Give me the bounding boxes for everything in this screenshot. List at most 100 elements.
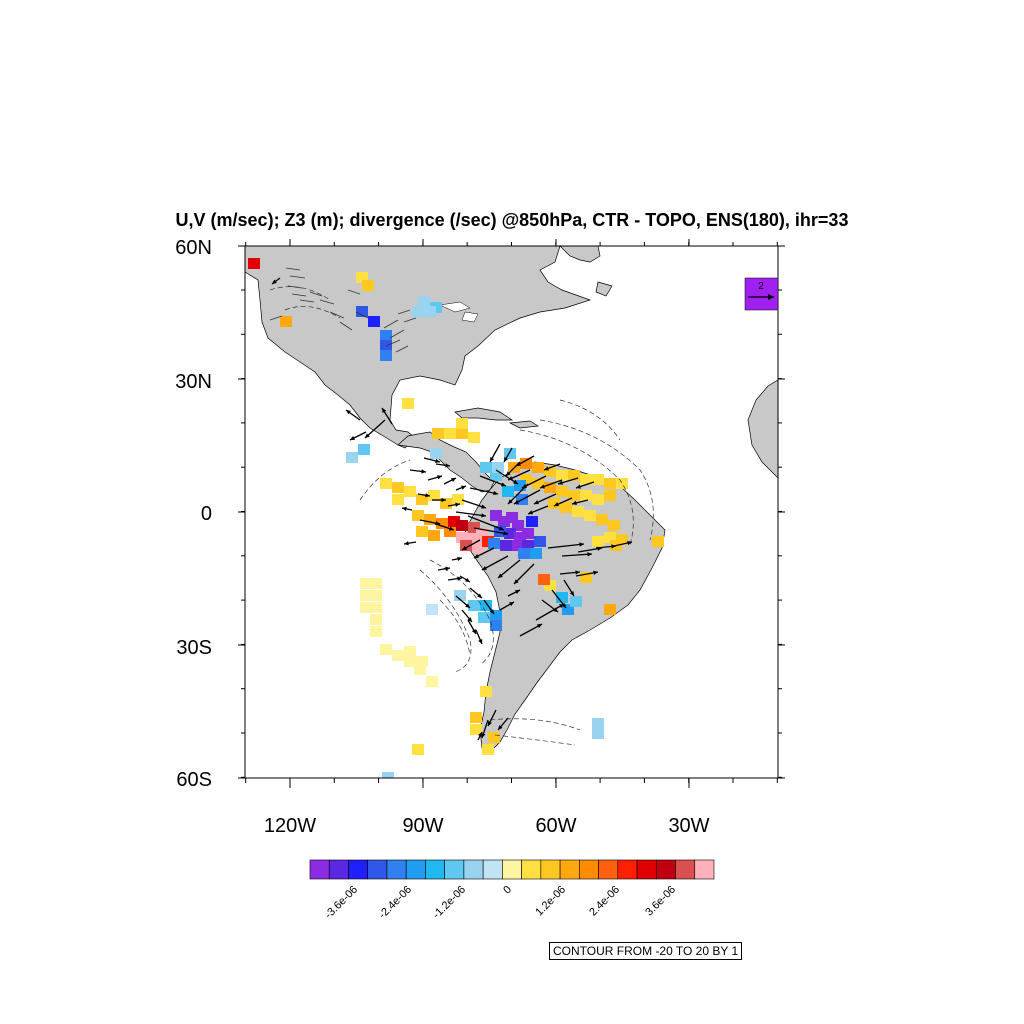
shading-cell xyxy=(556,486,568,497)
shading-cell xyxy=(418,296,430,307)
lat-label-30s: 30S xyxy=(176,637,212,659)
shading-cell xyxy=(402,398,414,409)
colorbar-swatch xyxy=(541,860,560,879)
lon-label-90w: 90W xyxy=(402,815,443,837)
shading-cell xyxy=(570,596,582,607)
newfoundland xyxy=(596,282,612,296)
shading-cell xyxy=(404,486,416,497)
shading-cell xyxy=(444,428,456,439)
lat-labels: 60N 30N 0 30S 60S xyxy=(175,237,212,791)
land xyxy=(245,246,778,752)
wind-vector xyxy=(402,507,412,511)
contour-info: CONTOUR FROM -20 TO 20 BY 1 xyxy=(549,942,742,960)
shading-cell xyxy=(380,350,392,361)
shading-cell xyxy=(346,452,358,463)
shading-cell xyxy=(468,432,480,443)
shading-cell xyxy=(456,418,468,429)
shading-cell xyxy=(544,482,556,493)
shading-cell xyxy=(370,614,382,625)
colorbar-swatch xyxy=(348,860,367,879)
shading-cell xyxy=(482,744,494,755)
colorbar-label-1: -2.4e-06 xyxy=(377,884,414,921)
lon-label-60w: 60W xyxy=(535,815,576,837)
greenland xyxy=(560,246,600,262)
colorbar-swatch xyxy=(637,860,656,879)
africa xyxy=(748,380,778,478)
colorbar-label-6: 3.6e-06 xyxy=(643,884,678,919)
shading-cell xyxy=(592,494,604,505)
colorbar-label-4: 1.2e-06 xyxy=(533,884,568,919)
shading-cell xyxy=(526,516,538,527)
shading-cell xyxy=(488,732,500,743)
shading-cell xyxy=(370,578,382,589)
shading-cell xyxy=(380,644,392,655)
shading-cell xyxy=(380,330,392,341)
wind-vector xyxy=(350,432,366,440)
wind-vector xyxy=(452,557,462,561)
colorbar-swatch xyxy=(483,860,502,879)
lon-label-120w: 120W xyxy=(264,815,316,837)
shading-cell xyxy=(412,510,424,521)
lat-label-30n: 30N xyxy=(175,371,212,393)
shading-cell xyxy=(404,646,416,657)
shading-cell xyxy=(604,604,616,615)
shading-cell xyxy=(504,448,516,459)
shading-cell xyxy=(616,478,628,489)
colorbar-swatch xyxy=(579,860,598,879)
shading-cell xyxy=(604,478,616,489)
shading-cell xyxy=(280,316,292,327)
colorbar-swatch xyxy=(599,860,618,879)
shading-cell xyxy=(480,686,492,697)
shading-cell xyxy=(522,528,534,539)
wind-vector xyxy=(428,475,442,480)
shading-cell xyxy=(428,530,440,541)
shading-cell xyxy=(392,494,404,505)
colorbar-labels: -3.6e-06 -2.4e-06 -1.2e-06 0 1.2e-06 2.4… xyxy=(323,884,678,921)
colorbar-swatch xyxy=(464,860,483,879)
colorbar-swatch xyxy=(406,860,425,879)
shading-cell xyxy=(248,258,260,269)
shading-cell xyxy=(362,280,374,291)
shading-cell xyxy=(416,526,428,537)
wind-vector xyxy=(404,541,416,545)
shading-cell xyxy=(478,612,490,623)
colorbar-swatch xyxy=(310,860,329,879)
shading-cell xyxy=(392,650,404,661)
shading-cell xyxy=(370,590,382,601)
shading-cell xyxy=(368,316,380,327)
lat-label-60s: 60S xyxy=(176,769,212,791)
colorbar-swatch xyxy=(656,860,675,879)
shading-cell xyxy=(538,574,550,585)
shading-cell xyxy=(560,502,572,513)
shading-cell xyxy=(412,744,424,755)
shading-cell xyxy=(426,676,438,687)
colorbar-swatch xyxy=(425,860,444,879)
colorbar-swatch xyxy=(522,860,541,879)
shading-cell xyxy=(380,478,392,489)
shading-cell xyxy=(572,506,584,517)
shading-cell xyxy=(480,462,492,473)
colorbar-label-0: -3.6e-06 xyxy=(323,884,360,921)
shading-cell xyxy=(412,306,424,317)
shading-cell xyxy=(584,510,596,521)
shading-cell xyxy=(592,718,604,729)
lat-label-0: 0 xyxy=(201,503,212,525)
colorbar-label-3: 0 xyxy=(501,884,514,897)
shading-cell xyxy=(426,604,438,615)
lon-label-30w: 30W xyxy=(668,815,709,837)
shading-cell xyxy=(532,462,544,473)
reference-vector-label: 2 xyxy=(758,281,764,292)
shading-cell xyxy=(468,600,480,611)
wind-vector xyxy=(462,610,472,622)
shading-cell xyxy=(518,548,530,559)
shading-cell xyxy=(500,540,512,551)
wind-vector xyxy=(460,576,470,582)
colorbar-swatch xyxy=(387,860,406,879)
shading-cell xyxy=(488,538,500,549)
shading-cell xyxy=(358,444,370,455)
shading-cell xyxy=(380,340,392,351)
north-america xyxy=(245,246,590,448)
shading-cell xyxy=(530,548,542,559)
colorbar-swatch xyxy=(329,860,348,879)
shading-cell xyxy=(592,474,604,485)
